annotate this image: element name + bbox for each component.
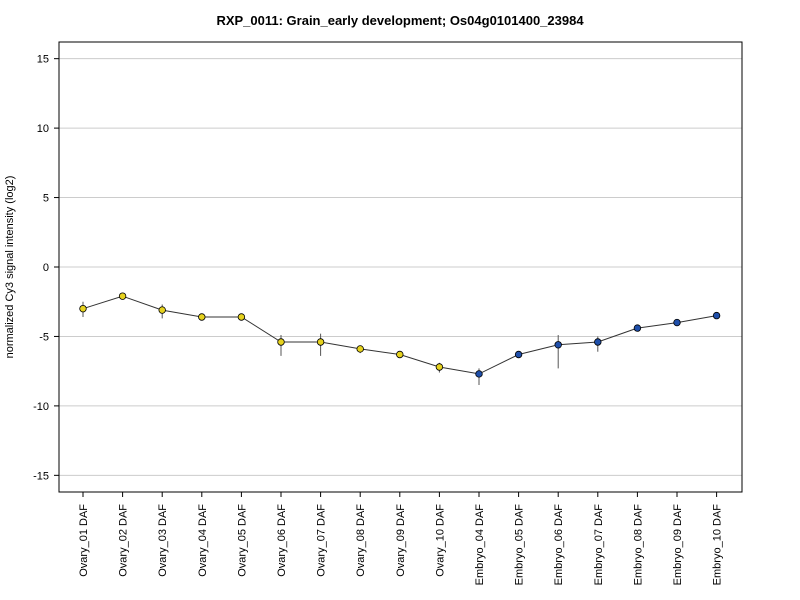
- data-point: [712, 311, 721, 320]
- series-line: [82, 295, 717, 375]
- y-axis-title: normalized Cy3 signal intensity (log2): [4, 176, 16, 359]
- data-point: [435, 363, 444, 371]
- x-tick-label: Ovary_03 DAF: [157, 504, 169, 577]
- data-point: [514, 350, 523, 359]
- data-point: [316, 338, 325, 346]
- x-tick-label: Ovary_08 DAF: [355, 504, 367, 577]
- data-point: [594, 338, 602, 346]
- y-tick-label: 5: [43, 193, 49, 205]
- y-tick-label: 15: [37, 54, 49, 66]
- x-tick-label: Ovary_09 DAF: [395, 504, 407, 577]
- x-axis: Ovary_01 DAF Ovary_02 DAF Ovary_03 DAF Ovar…: [78, 492, 724, 585]
- data-point: [475, 370, 483, 378]
- data-point: [118, 292, 127, 300]
- x-tick-label: Embryo_10 DAF: [712, 504, 724, 586]
- x-tick-label: Ovary_04 DAF: [197, 504, 209, 577]
- data-point: [554, 341, 562, 349]
- data-point: [198, 313, 206, 321]
- chart-title: RXP_0011: Grain_early development; Os04g…: [216, 13, 584, 28]
- x-tick-label: Embryo_05 DAF: [514, 504, 526, 586]
- data-point: [237, 313, 246, 321]
- y-tick-label: -10: [33, 401, 49, 413]
- y-tick-label: 10: [37, 123, 49, 135]
- y-tick-label: -15: [33, 470, 49, 482]
- x-tick-label: Embryo_06 DAF: [553, 504, 565, 586]
- data-point: [158, 306, 166, 314]
- y-tick-label: 0: [43, 262, 49, 274]
- x-tick-label: Ovary_07 DAF: [316, 504, 328, 577]
- y-axis: -15 -10 -5 0 5 10 15: [33, 54, 59, 482]
- x-tick-label: Embryo_04 DAF: [474, 504, 486, 586]
- x-tick-label: Embryo_07 DAF: [593, 504, 605, 586]
- x-tick-label: Embryo_08 DAF: [632, 504, 644, 586]
- data-point: [673, 318, 681, 327]
- x-tick-label: Embryo_09 DAF: [672, 504, 684, 586]
- data-point: [277, 338, 285, 346]
- x-tick-label: Ovary_01 DAF: [78, 504, 90, 577]
- x-tick-label: Ovary_05 DAF: [236, 504, 248, 577]
- x-tick-label: Ovary_02 DAF: [118, 504, 130, 577]
- x-tick-label: Ovary_10 DAF: [434, 504, 446, 577]
- error-bars: [82, 294, 718, 386]
- gridlines: [59, 58, 742, 476]
- y-tick-label: -5: [39, 331, 49, 343]
- x-tick-label: Ovary_06 DAF: [276, 504, 288, 577]
- data-point: [396, 350, 404, 359]
- data-point: [633, 324, 642, 332]
- data-point: [356, 345, 364, 353]
- data-points: [79, 292, 721, 378]
- data-point: [79, 304, 87, 313]
